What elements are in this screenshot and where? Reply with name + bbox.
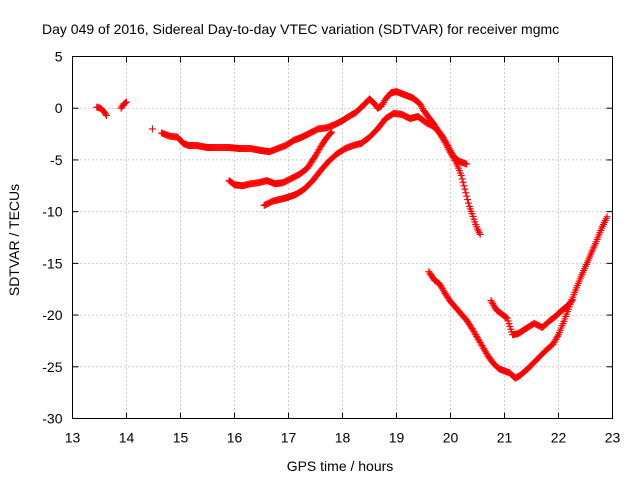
data-point bbox=[465, 199, 472, 207]
y-tick-label: -20 bbox=[42, 307, 62, 323]
data-point bbox=[568, 297, 576, 305]
data-point bbox=[457, 171, 465, 179]
series-arc-7 bbox=[425, 213, 611, 382]
y-tick-label: -15 bbox=[42, 255, 62, 271]
x-tick-label: 13 bbox=[65, 430, 81, 446]
data-point bbox=[122, 99, 130, 107]
data-point bbox=[464, 196, 472, 204]
y-tick-label: 5 bbox=[55, 49, 63, 65]
plot-frame bbox=[72, 56, 613, 419]
x-tick-label: 16 bbox=[227, 430, 243, 446]
data-points bbox=[93, 88, 611, 382]
data-point bbox=[463, 192, 471, 200]
data-point bbox=[463, 160, 471, 168]
data-point bbox=[461, 185, 469, 193]
series-arc-4 bbox=[158, 88, 484, 238]
data-point bbox=[603, 213, 611, 221]
data-point bbox=[459, 178, 467, 186]
x-tick-label: 23 bbox=[605, 430, 621, 446]
data-point bbox=[328, 128, 336, 136]
y-axis-title: SDTVAR / TECUs bbox=[6, 184, 22, 296]
data-point bbox=[458, 175, 466, 183]
data-point bbox=[102, 110, 110, 118]
data-point bbox=[103, 111, 111, 119]
series-arc-2 bbox=[117, 98, 130, 112]
series-arc-8 bbox=[487, 297, 576, 339]
y-tick-label: -25 bbox=[42, 359, 62, 375]
y-tick-label: 0 bbox=[55, 100, 63, 116]
grid bbox=[72, 56, 613, 419]
x-tick-label: 14 bbox=[119, 430, 135, 446]
data-point bbox=[475, 229, 483, 237]
chart-title: Day 049 of 2016, Sidereal Day-to-day VTE… bbox=[42, 21, 559, 37]
x-tick-label: 21 bbox=[497, 430, 513, 446]
tick-labels: 13 14 15 16 17 18 19 20 21 22 23 5 0 -5 -10 -15 -20 -25 -3… bbox=[42, 49, 620, 446]
data-point bbox=[476, 230, 484, 238]
data-point bbox=[567, 298, 575, 306]
y-tick-label: -5 bbox=[50, 152, 63, 168]
y-tick-label: -30 bbox=[42, 411, 62, 427]
y-tick-label: -10 bbox=[42, 204, 62, 220]
data-point bbox=[148, 125, 156, 133]
x-tick-label: 18 bbox=[335, 430, 351, 446]
data-point bbox=[474, 227, 482, 235]
data-point bbox=[123, 98, 130, 106]
series-arc-1 bbox=[93, 103, 111, 119]
axis-ticks bbox=[72, 56, 613, 419]
series-arc-6 bbox=[260, 109, 471, 209]
x-tick-label: 17 bbox=[281, 430, 297, 446]
x-tick-label: 22 bbox=[551, 430, 567, 446]
data-point bbox=[554, 332, 562, 340]
data-point bbox=[327, 129, 335, 137]
series-arc-5 bbox=[225, 128, 336, 190]
series-arc-3 bbox=[148, 125, 156, 133]
x-tick-label: 19 bbox=[389, 430, 405, 446]
data-point bbox=[462, 189, 470, 197]
x-tick-label: 15 bbox=[173, 430, 189, 446]
x-tick-label: 20 bbox=[443, 430, 459, 446]
x-axis-title: GPS time / hours bbox=[287, 458, 394, 474]
data-point bbox=[460, 182, 468, 190]
